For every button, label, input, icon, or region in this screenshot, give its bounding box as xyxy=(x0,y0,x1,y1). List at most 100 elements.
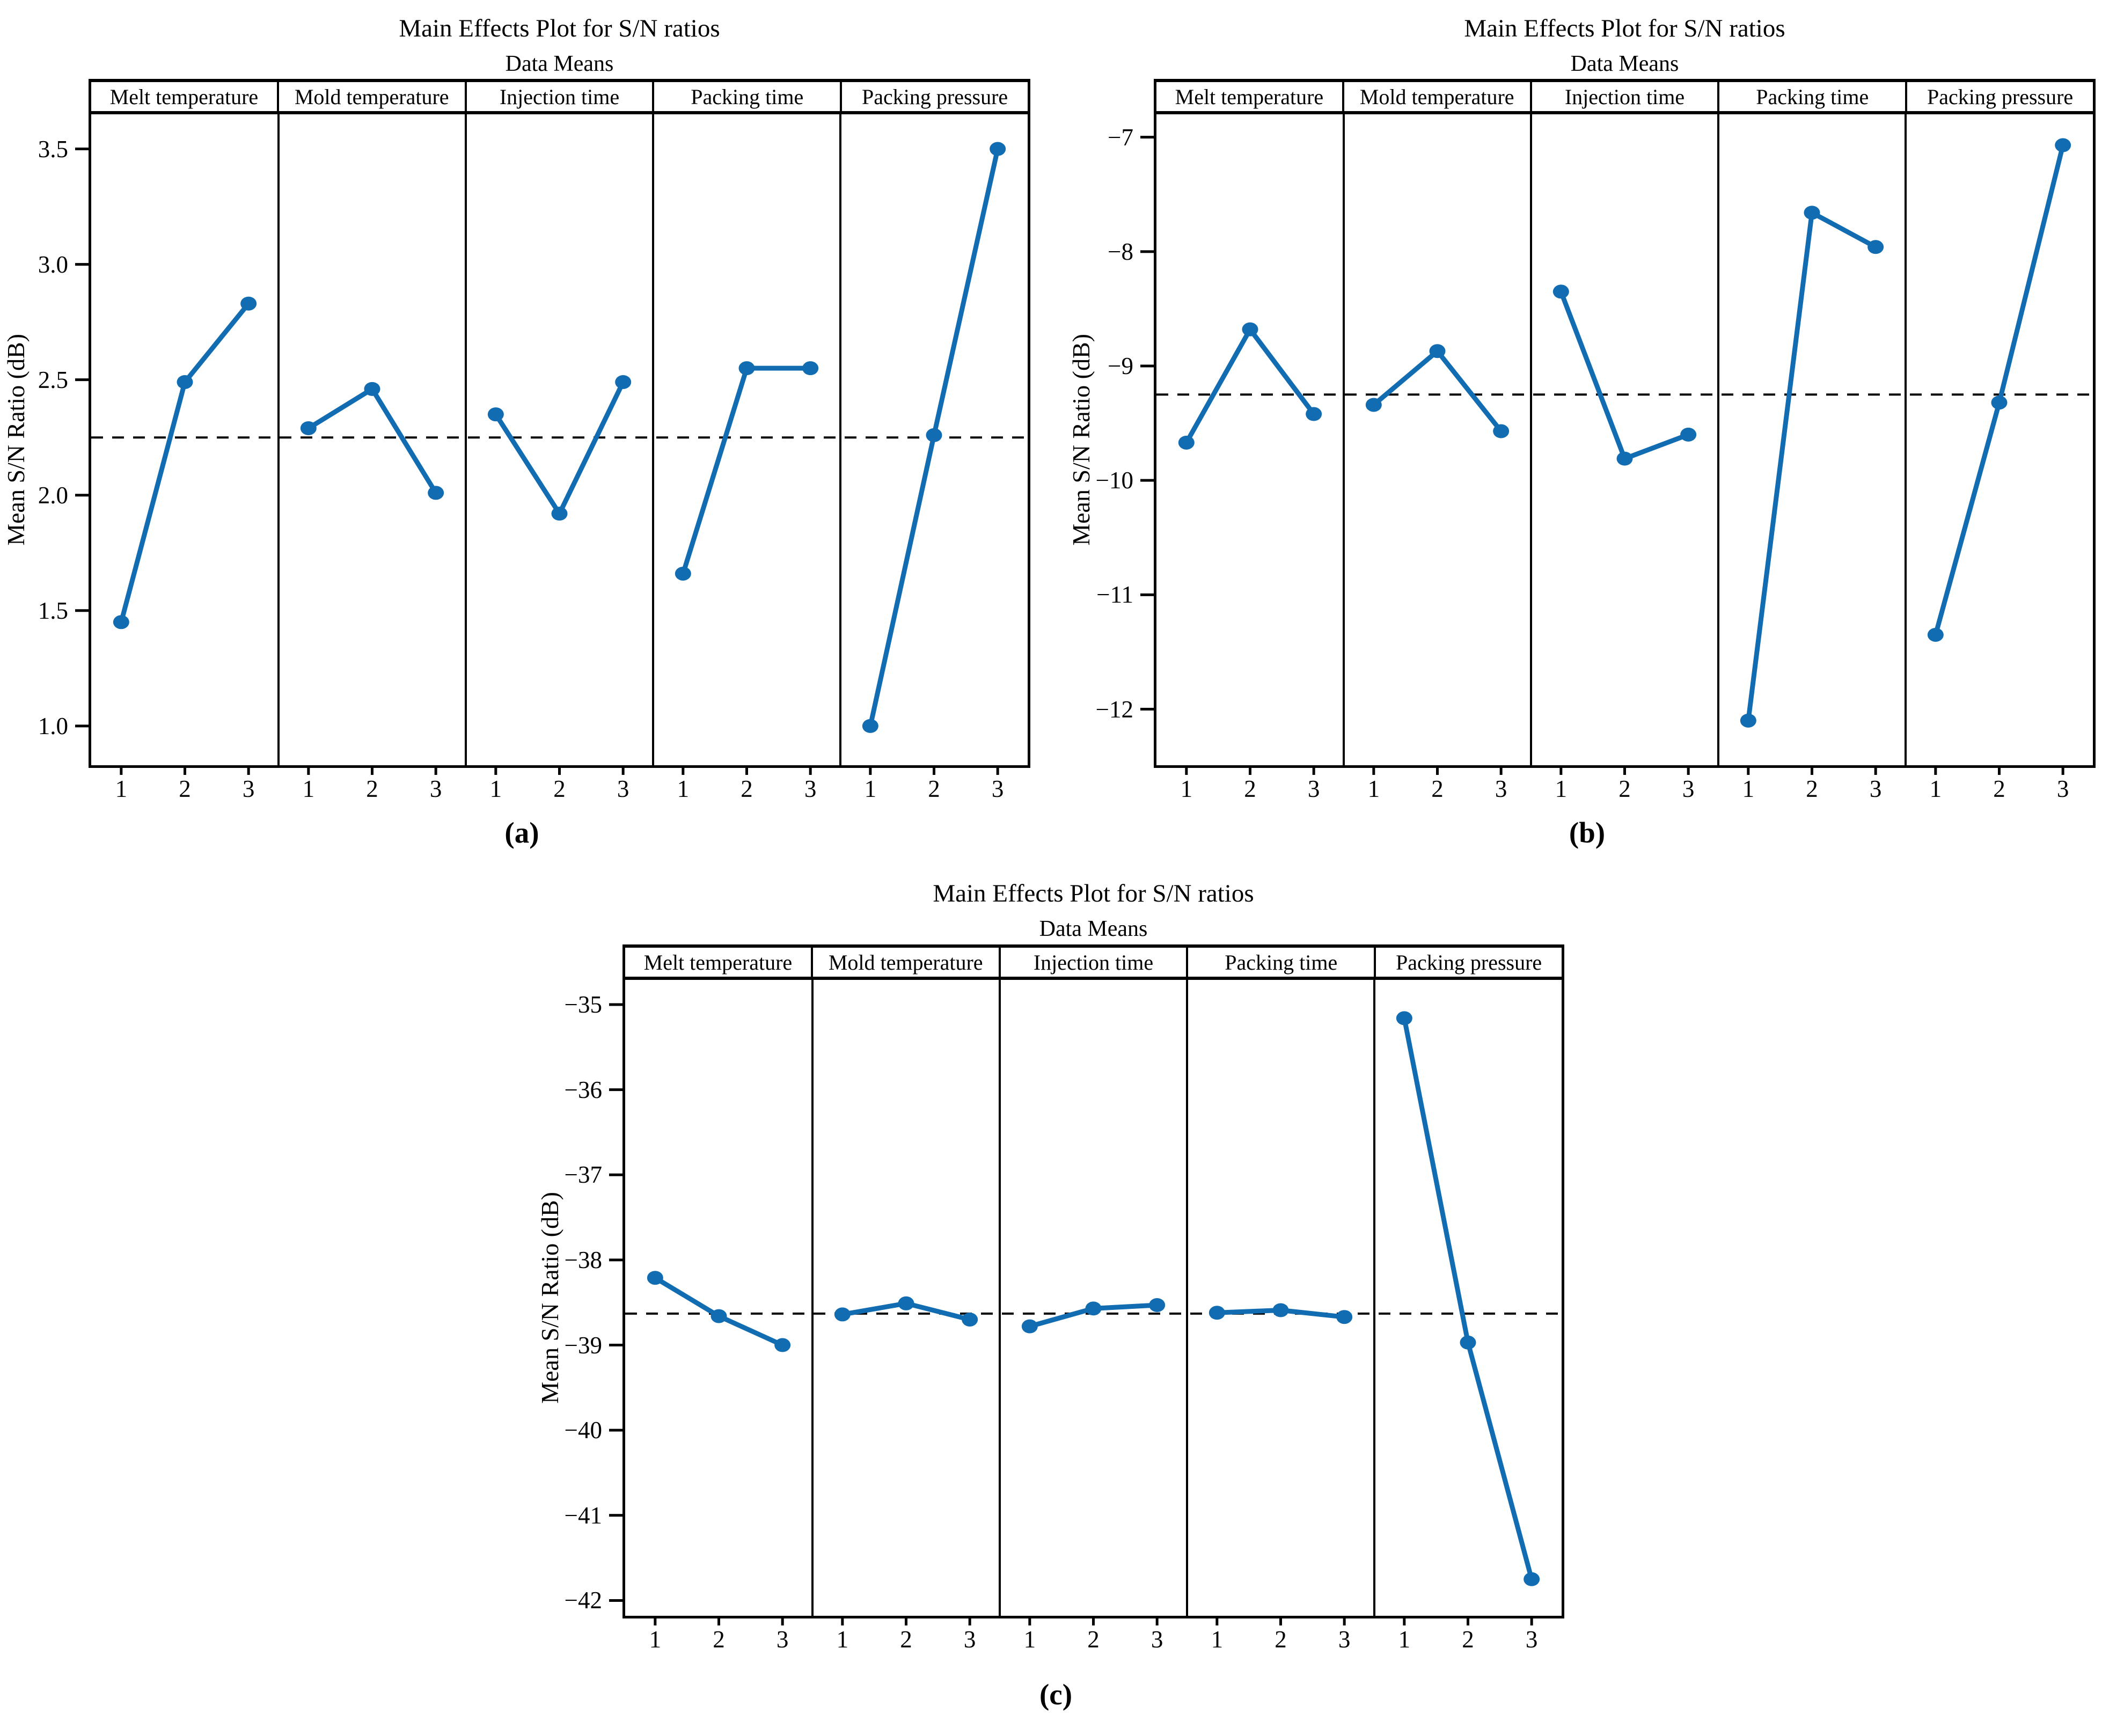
panels-frame: 3.5 3.0 2.5 2.0 1.5 1.0 Mean S/N Ratio (… xyxy=(2,114,1030,802)
y-axis-label: Mean S/N Ratio (dB) xyxy=(536,1192,563,1404)
x-tick-label: 2 xyxy=(713,1626,725,1653)
y-tick-label: −8 xyxy=(1108,238,1133,265)
chart-subtitle: Data Means xyxy=(1039,917,1148,941)
y-tick-label: −39 xyxy=(564,1331,602,1359)
x-tick-label: 3 xyxy=(991,775,1004,802)
panel-header-row: Melt temperature Mold temperature Inject… xyxy=(89,79,1030,114)
y-tick-label: −40 xyxy=(564,1417,602,1444)
panel-header-melt-temperature: Melt temperature xyxy=(625,948,813,977)
y-axis-label: Mean S/N Ratio (dB) xyxy=(2,334,30,546)
y-tick-label: 3.5 xyxy=(38,135,68,163)
plot-canvas xyxy=(1140,114,2093,775)
x-tick-group: 1 2 3 xyxy=(1374,1624,1562,1654)
x-tick-label: 3 xyxy=(1495,775,1507,802)
x-axis-ticks: 1 2 3 1 2 3 1 2 3 1 2 3 xyxy=(625,1624,1562,1654)
panels-frame: −7 −8 −9 −10 −11 −12 Mean S/N Ratio (dB)… xyxy=(1067,114,2096,802)
x-tick-label: 2 xyxy=(928,775,940,802)
x-tick-label: 1 xyxy=(115,775,128,802)
y-axis-ticks: 3.5 3.0 2.5 2.0 1.5 1.0 xyxy=(8,114,68,765)
panel-header-packing-time: Packing time xyxy=(1188,948,1376,977)
y-axis-ticks: −7 −8 −9 −10 −11 −12 xyxy=(1073,114,1133,765)
x-tick-group: 1 2 3 xyxy=(1531,774,1718,804)
y-tick-label: −36 xyxy=(564,1076,602,1103)
plot-area: Melt temperature Mold temperature Inject… xyxy=(2,79,1030,802)
x-tick-label: 1 xyxy=(1555,775,1568,802)
x-tick-group: 1 2 3 xyxy=(279,774,466,804)
y-axis-ticks: −35 −36 −37 −38 −39 −40 −41 −42 xyxy=(542,980,602,1616)
panel-header-packing-pressure: Packing pressure xyxy=(1396,950,1542,975)
panels-frame: −35 −36 −37 −38 −39 −40 −41 −42 Mean S/N… xyxy=(536,980,1564,1653)
chart-b: Main Effects Plot for S/N ratios Data Me… xyxy=(1065,0,2102,875)
x-tick-group: 1 2 3 xyxy=(1718,774,1906,804)
plot-area: Melt temperature Mold temperature Inject… xyxy=(536,944,1564,1653)
chart-caption: (a) xyxy=(504,816,539,849)
plot-area: Melt temperature Mold temperature Inject… xyxy=(1067,79,2096,802)
x-tick-label: 1 xyxy=(864,775,877,802)
chart-caption: (c) xyxy=(1039,1678,1073,1711)
x-tick-label: 1 xyxy=(302,775,315,802)
panel-header-mold-temperature: Mold temperature xyxy=(1344,82,1532,111)
y-tick-label: 2.0 xyxy=(38,481,68,509)
panel-header-melt-temperature: Melt temperature xyxy=(1156,82,1344,111)
x-tick-group: 1 2 3 xyxy=(466,774,653,804)
x-tick-label: 1 xyxy=(1180,775,1193,802)
x-tick-label: 3 xyxy=(963,1626,976,1653)
x-tick-label: 2 xyxy=(1993,775,2005,802)
panel-header-row: Melt temperature Mold temperature Inject… xyxy=(1154,79,2096,114)
panel-header-packing-pressure: Packing pressure xyxy=(862,84,1008,109)
panel-header-melt-temperature: Melt temperature xyxy=(91,82,279,111)
y-tick-label: −41 xyxy=(564,1501,602,1529)
x-tick-label: 3 xyxy=(1307,775,1320,802)
x-tick-label: 3 xyxy=(776,1626,789,1653)
x-tick-label: 3 xyxy=(242,775,255,802)
x-tick-label: 1 xyxy=(1398,1626,1411,1653)
x-tick-label: 2 xyxy=(1087,1626,1100,1653)
x-tick-group: 1 2 3 xyxy=(840,774,1028,804)
x-tick-label: 2 xyxy=(1275,1626,1287,1653)
plot-canvas xyxy=(75,114,1028,775)
y-tick-label: −9 xyxy=(1108,352,1133,379)
panel-header-mold-temperature: Mold temperature xyxy=(813,948,1001,977)
panel-header-mold-temperature: Mold temperature xyxy=(279,82,467,111)
x-tick-label: 2 xyxy=(741,775,753,802)
x-tick-label: 1 xyxy=(1742,775,1755,802)
x-tick-label: 1 xyxy=(649,1626,662,1653)
chart-title: Main Effects Plot for S/N ratios xyxy=(933,880,1254,907)
x-tick-group: 1 2 3 xyxy=(1187,1624,1374,1654)
x-tick-group: 1 2 3 xyxy=(625,1624,812,1654)
panel-header-packing-pressure: Packing pressure xyxy=(1927,84,2074,109)
chart-c: Main Effects Plot for S/N ratios Data Me… xyxy=(534,865,1578,1736)
chart-caption: (b) xyxy=(1569,816,1606,849)
x-axis-ticks: 1 2 3 1 2 3 1 2 3 1 2 3 xyxy=(91,774,1028,804)
chart-title: Main Effects Plot for S/N ratios xyxy=(1464,14,1785,42)
x-tick-label: 3 xyxy=(429,775,442,802)
y-tick-label: 3.0 xyxy=(38,251,68,278)
y-tick-label: −35 xyxy=(564,991,602,1018)
x-tick-label: 3 xyxy=(1338,1626,1351,1653)
chart-subtitle: Data Means xyxy=(505,52,614,76)
x-tick-label: 2 xyxy=(179,775,191,802)
x-tick-label: 3 xyxy=(1682,775,1695,802)
x-tick-label: 2 xyxy=(1618,775,1631,802)
y-tick-label: 1.0 xyxy=(38,712,68,739)
x-tick-label: 2 xyxy=(1431,775,1444,802)
x-tick-label: 2 xyxy=(553,775,566,802)
x-tick-group: 1 2 3 xyxy=(1906,774,2093,804)
x-tick-label: 3 xyxy=(1869,775,1882,802)
chart-a: Main Effects Plot for S/N ratios Data Me… xyxy=(0,0,1044,875)
y-tick-label: −37 xyxy=(564,1161,602,1189)
x-tick-group: 1 2 3 xyxy=(1000,1624,1187,1654)
x-tick-label: 3 xyxy=(617,775,629,802)
y-tick-label: −11 xyxy=(1096,581,1133,609)
x-tick-label: 1 xyxy=(1023,1626,1036,1653)
y-tick-label: 1.5 xyxy=(38,597,68,624)
panel-header-injection-time: Injection time xyxy=(467,82,655,111)
x-tick-label: 1 xyxy=(489,775,502,802)
x-tick-label: 3 xyxy=(2056,775,2069,802)
x-tick-group: 1 2 3 xyxy=(812,1624,1000,1654)
x-tick-label: 2 xyxy=(366,775,378,802)
x-tick-group: 1 2 3 xyxy=(653,774,840,804)
x-tick-label: 1 xyxy=(1929,775,1942,802)
y-tick-label: 2.5 xyxy=(38,366,68,393)
